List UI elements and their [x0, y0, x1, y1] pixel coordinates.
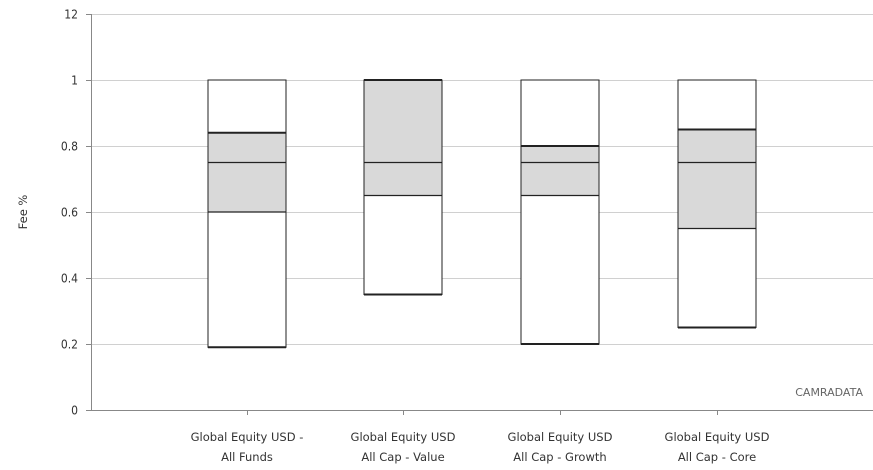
x-category-label-1-line-0: Global Equity USD	[351, 430, 456, 444]
y-tick-label-3: 0.6	[61, 206, 78, 220]
y-tick-label-1: 0.2	[61, 338, 78, 352]
x-category-label-2-line-1: All Cap - Growth	[513, 450, 606, 464]
axes	[86, 14, 873, 415]
y-tick-label-2: 0.4	[61, 272, 78, 286]
y-tick-label-5: 1	[71, 74, 78, 88]
x-category-label-0-line-1: All Funds	[221, 450, 273, 464]
y-tick-label-0: 0	[71, 404, 78, 418]
box-iqr-3	[677, 129, 757, 229]
y-axis-title: Fee %	[16, 195, 30, 230]
box-1	[363, 79, 443, 296]
y-tick-label-6: 12	[64, 8, 78, 22]
x-category-label-2-line-0: Global Equity USD	[508, 430, 613, 444]
box-0	[207, 79, 287, 349]
box-range-2	[520, 79, 600, 345]
box-iqr-2	[520, 145, 600, 196]
box-2	[520, 79, 600, 345]
y-tick-label-4: 0.8	[61, 140, 78, 154]
box-3	[677, 79, 757, 329]
x-category-label-0-line-0: Global Equity USD -	[191, 430, 304, 444]
box-iqr-1	[363, 79, 443, 196]
labels: 0 0.2 0.4 0.6 0.8 1 12 Global Equity USD - All F…	[61, 8, 770, 465]
box-series	[207, 79, 757, 349]
watermark-text: CAMRADATA	[795, 386, 863, 399]
x-category-label-1-line-1: All Cap - Value	[361, 450, 444, 464]
x-category-label-3-line-1: All Cap - Core	[678, 450, 756, 464]
box-iqr-0	[207, 132, 287, 213]
box-range-0	[207, 79, 287, 348]
x-category-label-3-line-0: Global Equity USD	[665, 430, 770, 444]
